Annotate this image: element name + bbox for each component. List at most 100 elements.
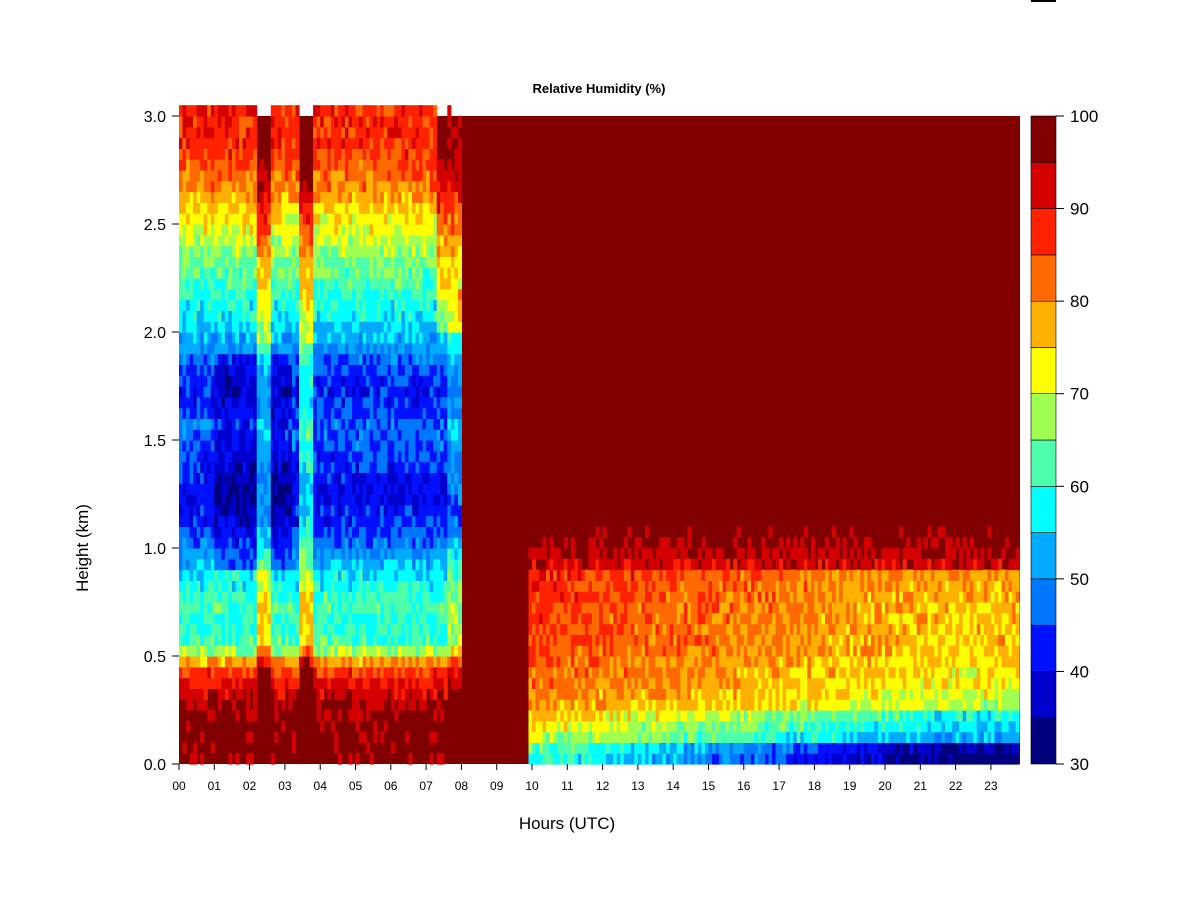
heatmap-cell (196, 256, 201, 268)
heatmap-cell (390, 353, 395, 365)
heatmap-cell (267, 429, 272, 441)
heatmap-cell (412, 461, 417, 473)
heatmap-cell (309, 526, 314, 538)
heatmap-cell (394, 602, 399, 614)
heatmap-cell (535, 569, 540, 581)
heatmap-cell (599, 677, 604, 689)
heatmap-cell (313, 645, 318, 657)
heatmap-cell (281, 418, 286, 430)
heatmap-cell (320, 278, 325, 290)
heatmap-cell (630, 753, 635, 765)
heatmap-cell (422, 612, 427, 625)
heatmap-cell (447, 634, 452, 646)
heatmap-cell (221, 407, 226, 419)
heatmap-cell (535, 710, 540, 722)
heatmap-cell (539, 731, 544, 743)
heatmap-cell (584, 591, 589, 603)
heatmap-cell (436, 548, 441, 560)
heatmap-cell (210, 310, 215, 322)
heatmap-cell (429, 375, 434, 387)
heatmap-cell (277, 224, 282, 236)
heatmap-cell (186, 116, 191, 128)
heatmap-cell (182, 688, 187, 700)
heatmap-cell (313, 440, 318, 452)
heatmap-cell (447, 191, 452, 203)
heatmap-cell (429, 245, 434, 257)
heatmap-cell (323, 429, 328, 441)
heatmap-cell (422, 267, 427, 279)
heatmap-cell (454, 126, 459, 139)
heatmap-cell (288, 180, 293, 193)
heatmap-cell (532, 731, 537, 743)
heatmap-cell (228, 105, 233, 117)
heatmap-cell (242, 148, 247, 160)
heatmap-cell (404, 299, 409, 311)
heatmap-cell (246, 159, 251, 171)
heatmap-cell (401, 342, 406, 355)
heatmap-cell (412, 170, 417, 182)
heatmap-cell (606, 580, 611, 592)
heatmap-cell (376, 202, 381, 214)
heatmap-cell (270, 180, 275, 193)
heatmap-cell (637, 580, 642, 592)
heatmap-cell (214, 407, 219, 419)
heatmap-cell (390, 375, 395, 387)
heatmap-cell (344, 634, 349, 646)
heatmap-cell (313, 278, 318, 290)
heatmap-cell (267, 418, 272, 430)
heatmap-cell (316, 656, 321, 668)
heatmap-cell (570, 645, 575, 657)
heatmap-cell (337, 170, 342, 182)
heatmap-cell (214, 450, 219, 463)
heatmap-cell (274, 591, 279, 603)
heatmap-cell (228, 386, 233, 398)
heatmap-cell (231, 537, 236, 549)
heatmap-cell (316, 386, 321, 398)
heatmap-cell (207, 623, 212, 635)
heatmap-cell (217, 677, 222, 689)
heatmap-cell (320, 321, 325, 333)
heatmap-cell (309, 612, 314, 625)
heatmap-cell (419, 472, 424, 484)
heatmap-cell (270, 666, 275, 679)
heatmap-cell (412, 623, 417, 635)
heatmap-cell (186, 558, 191, 571)
heatmap-cell (267, 191, 272, 203)
heatmap-cell (182, 245, 187, 257)
heatmap-cell (193, 569, 198, 581)
heatmap-cell (330, 450, 335, 463)
heatmap-cell (440, 299, 445, 311)
heatmap-cell (584, 645, 589, 657)
heatmap-cell (383, 483, 388, 495)
heatmap-cell (623, 558, 628, 571)
heatmap-cell (373, 688, 378, 700)
heatmap-cell (584, 623, 589, 635)
heatmap-cell (560, 645, 565, 657)
heatmap-cell (595, 602, 600, 614)
heatmap-cell (323, 278, 328, 290)
heatmap-cell (408, 180, 413, 193)
heatmap-cell (256, 623, 261, 635)
heatmap-cell (320, 364, 325, 376)
heatmap-cell (443, 180, 448, 193)
heatmap-cell (327, 483, 332, 495)
heatmap-cell (609, 591, 614, 603)
heatmap-cell (630, 688, 635, 700)
heatmap-cell (450, 353, 455, 365)
heatmap-cell (355, 116, 360, 128)
heatmap-cell (383, 148, 388, 160)
heatmap-cell (454, 602, 459, 614)
heatmap-cell (292, 116, 297, 128)
heatmap-cell (224, 656, 229, 668)
heatmap-cell (390, 191, 395, 203)
heatmap-cell (327, 558, 332, 571)
heatmap-cell (457, 569, 462, 581)
heatmap-cell (182, 634, 187, 646)
heatmap-cell (193, 656, 198, 668)
heatmap-cell (380, 321, 385, 333)
heatmap-cell (412, 278, 417, 290)
heatmap-cell (299, 191, 304, 203)
heatmap-cell (228, 666, 233, 679)
heatmap-cell (337, 526, 342, 538)
heatmap-cell (235, 310, 240, 322)
